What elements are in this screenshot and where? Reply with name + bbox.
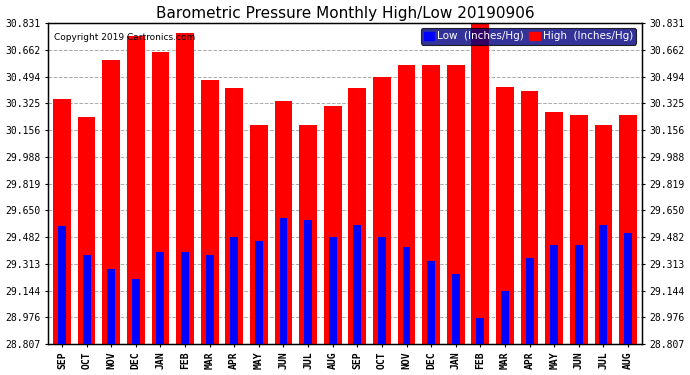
Bar [206,255,214,344]
Bar [181,252,189,344]
Bar [471,23,489,344]
Bar [102,60,120,344]
Bar [83,255,90,344]
Bar [230,237,238,344]
Bar [353,225,362,344]
Bar [600,225,607,344]
Bar [132,279,140,344]
Bar [422,64,440,344]
Bar [107,269,115,344]
Bar [299,125,317,344]
Bar [521,92,538,344]
Bar [328,237,337,344]
Bar [176,33,194,344]
Bar [427,261,435,344]
Bar [324,106,342,344]
Bar [575,245,583,344]
Text: Copyright 2019 Cartronics.com: Copyright 2019 Cartronics.com [55,33,196,42]
Bar [152,52,169,344]
Bar [250,125,268,344]
Bar [619,115,637,344]
Bar [545,112,563,344]
Bar [78,117,95,344]
Bar [157,252,164,344]
Bar [476,318,484,344]
Bar [570,115,588,344]
Bar [255,241,263,344]
Bar [550,245,558,344]
Bar [402,247,411,344]
Bar [526,258,533,344]
Bar [304,220,312,344]
Bar [501,291,509,344]
Bar [378,237,386,344]
Bar [53,99,71,344]
Bar [201,80,219,344]
Bar [452,274,460,344]
Bar [595,125,612,344]
Legend: Low  (Inches/Hg), High  (Inches/Hg): Low (Inches/Hg), High (Inches/Hg) [421,28,636,45]
Bar [127,36,145,344]
Bar [373,77,391,344]
Bar [348,88,366,344]
Bar [279,218,288,344]
Bar [275,101,293,344]
Bar [226,88,243,344]
Title: Barometric Pressure Monthly High/Low 20190906: Barometric Pressure Monthly High/Low 201… [156,6,534,21]
Bar [58,226,66,344]
Bar [496,87,514,344]
Bar [624,232,632,344]
Bar [447,64,464,344]
Bar [397,64,415,344]
